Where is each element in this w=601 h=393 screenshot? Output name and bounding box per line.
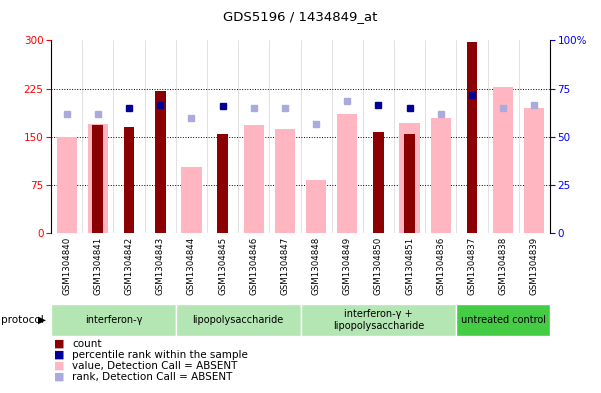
Text: GSM1304842: GSM1304842 <box>124 237 133 295</box>
Text: count: count <box>72 339 102 349</box>
Bar <box>400 123 419 233</box>
Bar <box>306 180 326 233</box>
Text: GSM1304844: GSM1304844 <box>187 237 196 295</box>
Bar <box>431 118 451 233</box>
Bar <box>524 108 545 233</box>
Bar <box>88 124 108 233</box>
Text: ■: ■ <box>54 339 64 349</box>
Bar <box>275 129 295 233</box>
Bar <box>56 137 77 233</box>
Text: GSM1304838: GSM1304838 <box>499 237 508 295</box>
Text: ▶: ▶ <box>38 315 46 325</box>
Bar <box>404 134 415 233</box>
Text: GSM1304845: GSM1304845 <box>218 237 227 295</box>
Text: GSM1304851: GSM1304851 <box>405 237 414 295</box>
Bar <box>124 127 135 233</box>
Text: untreated control: untreated control <box>460 315 546 325</box>
Bar <box>466 42 477 233</box>
Bar <box>51 304 176 336</box>
Text: ■: ■ <box>54 361 64 371</box>
Text: ■: ■ <box>54 350 64 360</box>
Text: GSM1304837: GSM1304837 <box>468 237 477 295</box>
Text: protocol: protocol <box>1 315 44 325</box>
Bar <box>243 125 264 233</box>
Bar <box>217 134 228 233</box>
Text: GSM1304846: GSM1304846 <box>249 237 258 295</box>
Text: percentile rank within the sample: percentile rank within the sample <box>72 350 248 360</box>
Text: interferon-γ: interferon-γ <box>85 315 142 325</box>
Text: GSM1304847: GSM1304847 <box>281 237 290 295</box>
Text: GSM1304839: GSM1304839 <box>530 237 539 295</box>
Bar <box>337 114 358 233</box>
Text: lipopolysaccharide: lipopolysaccharide <box>192 315 284 325</box>
Text: GSM1304849: GSM1304849 <box>343 237 352 295</box>
Bar <box>300 304 456 336</box>
Text: value, Detection Call = ABSENT: value, Detection Call = ABSENT <box>72 361 237 371</box>
Text: interferon-γ +
lipopolysaccharide: interferon-γ + lipopolysaccharide <box>333 309 424 331</box>
Bar <box>176 304 300 336</box>
Bar <box>373 132 384 233</box>
Text: GSM1304850: GSM1304850 <box>374 237 383 295</box>
Text: GDS5196 / 1434849_at: GDS5196 / 1434849_at <box>224 10 377 23</box>
Text: GSM1304848: GSM1304848 <box>311 237 320 295</box>
Bar <box>182 167 201 233</box>
Text: ■: ■ <box>54 372 64 382</box>
Text: GSM1304841: GSM1304841 <box>93 237 102 295</box>
Bar <box>154 90 166 233</box>
Text: GSM1304840: GSM1304840 <box>62 237 71 295</box>
Bar <box>456 304 550 336</box>
Text: GSM1304836: GSM1304836 <box>436 237 445 295</box>
Text: GSM1304843: GSM1304843 <box>156 237 165 295</box>
Bar <box>93 125 103 233</box>
Text: rank, Detection Call = ABSENT: rank, Detection Call = ABSENT <box>72 372 233 382</box>
Bar <box>493 87 513 233</box>
